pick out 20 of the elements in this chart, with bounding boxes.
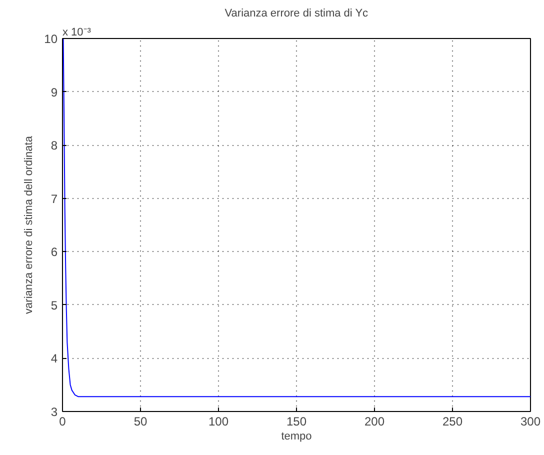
x-tick-label: 150: [286, 414, 307, 428]
x-tick-label: 0: [59, 414, 66, 428]
y-tick-label: 4: [50, 352, 58, 366]
x-tick-label: 300: [520, 414, 541, 428]
chart-title: Varianza errore di stima di Yc: [224, 8, 369, 20]
y-tick-label: 10: [44, 32, 58, 46]
line-series: [62, 38, 530, 398]
y-tick-label: 5: [50, 298, 58, 312]
x-tick-label: 250: [442, 414, 463, 428]
y-tick-label: 9: [50, 85, 58, 100]
annotation: x 10⁻³: [62, 26, 92, 38]
y-tick-label: 6: [50, 245, 58, 260]
y-tick-label: 7: [50, 192, 58, 206]
y-axis-title: varianza errore di stima dell ordinata: [23, 135, 36, 314]
x-axis-title: tempo: [281, 430, 312, 442]
x-tick-label: 100: [208, 414, 229, 428]
x-tick-label: 50: [134, 414, 148, 428]
x-tick-label: 200: [364, 414, 385, 428]
y-tick-label: 8: [50, 138, 58, 153]
y-tick-label: 3: [50, 405, 58, 419]
